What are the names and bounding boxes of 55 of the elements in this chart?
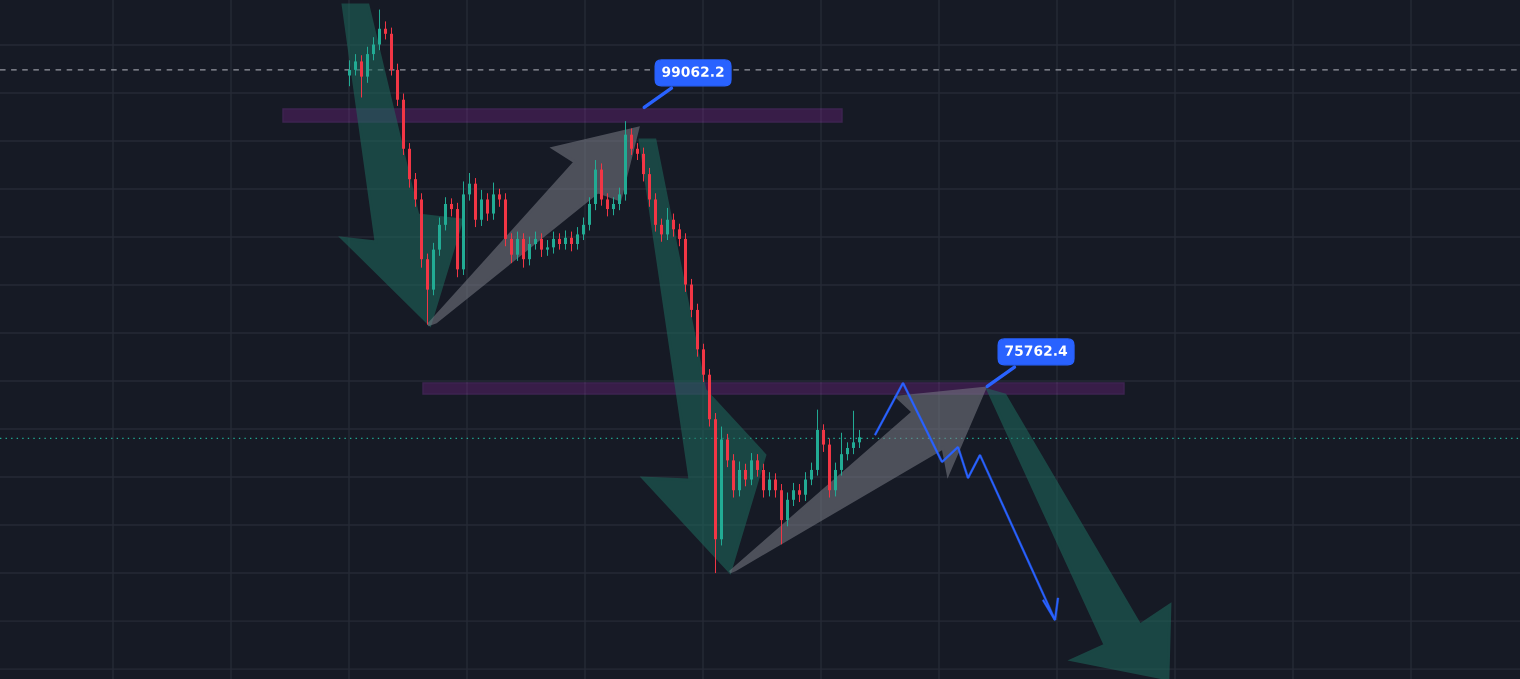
candlestick <box>354 53 357 77</box>
candlestick <box>750 452 753 486</box>
candlestick <box>384 20 387 40</box>
candlestick <box>672 213 675 238</box>
candlestick <box>738 460 741 497</box>
candlestick <box>576 226 579 251</box>
candlestick <box>540 232 543 258</box>
candlestick <box>534 231 537 251</box>
candlestick <box>510 232 513 264</box>
candlestick <box>678 223 681 247</box>
candlestick <box>444 196 447 231</box>
candlestick <box>348 59 351 87</box>
candlestick <box>582 217 585 241</box>
candlestick <box>564 229 567 251</box>
candlestick <box>588 196 591 231</box>
candlestick <box>612 196 615 216</box>
candlestick <box>528 236 531 266</box>
candlestick <box>822 423 825 453</box>
candlestick <box>810 462 813 486</box>
candlestick <box>468 172 471 202</box>
candlestick <box>450 197 453 217</box>
candlestick <box>744 463 747 487</box>
candlestick <box>768 471 771 497</box>
candlestick <box>846 441 849 461</box>
candlestick <box>756 453 759 478</box>
candlestick <box>660 218 663 243</box>
candlestick <box>792 482 795 507</box>
candlestick <box>498 188 501 208</box>
candlestick <box>480 189 483 227</box>
candlestick <box>798 483 801 503</box>
candlestick <box>618 187 621 211</box>
candlestick <box>786 491 789 527</box>
candlestick <box>414 172 417 208</box>
candlestick <box>486 192 489 222</box>
candlestick <box>516 231 519 262</box>
candlestick <box>642 147 645 182</box>
candlestick <box>834 462 837 497</box>
candlestick <box>762 463 765 499</box>
candlestick <box>774 472 777 499</box>
candlestick <box>606 192 609 217</box>
candlestick <box>552 231 555 255</box>
candlestick <box>726 433 729 468</box>
candlestick <box>372 36 375 61</box>
candlestick <box>492 182 495 221</box>
candlestick <box>852 410 855 455</box>
candlestick <box>666 207 669 241</box>
candlestick <box>360 54 363 98</box>
candlestick <box>378 9 381 51</box>
candlestick <box>366 46 369 84</box>
candlestick <box>570 231 573 252</box>
candlestick <box>630 127 633 156</box>
annotation: 99062.2 <box>662 66 724 77</box>
text: 75762.4 <box>1005 345 1068 356</box>
candlestick <box>522 232 525 269</box>
candlestick <box>804 471 807 502</box>
